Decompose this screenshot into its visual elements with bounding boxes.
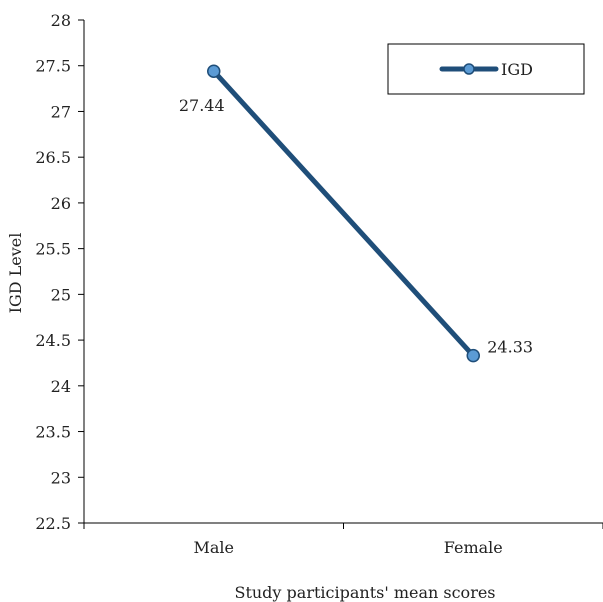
y-tick-label: 22.5: [35, 514, 71, 533]
y-tick-label: 25: [51, 285, 71, 304]
x-tick-label: Male: [193, 538, 234, 557]
series-layer: [207, 64, 480, 363]
y-tick-label: 27.5: [35, 57, 71, 76]
legend-marker-swatch: [463, 63, 475, 75]
x-tick-label: Female: [444, 538, 503, 557]
y-tick-label: 26.5: [35, 148, 71, 167]
data-labels: 27.44 24.33: [179, 96, 533, 356]
y-tick-label: 26: [51, 194, 71, 213]
y-axis-title: IGD Level: [6, 233, 25, 314]
data-label: 27.44: [179, 96, 225, 115]
data-point: [207, 64, 221, 78]
x-axis-title: Study participants' mean scores: [234, 583, 495, 602]
y-axis-ticks: [78, 19, 84, 524]
y-tick-label: 25.5: [35, 240, 71, 259]
data-point: [466, 348, 480, 363]
y-tick-label: 23.5: [35, 423, 71, 442]
legend-label-igd: IGD: [501, 60, 533, 79]
y-tick-label: 23: [51, 468, 71, 487]
y-tick-label: 27: [51, 102, 71, 121]
y-tick-label: 24: [51, 377, 71, 396]
legend: IGD: [387, 43, 585, 95]
y-tick-label: 28: [51, 11, 71, 30]
y-tick-label: 24.5: [35, 331, 71, 350]
x-axis-tick-labels: Male Female: [193, 538, 502, 557]
x-axis-ticks: [83, 523, 603, 529]
data-label: 24.33: [487, 338, 533, 357]
y-axis-tick-labels: 28 27.5 27 26.5 26 25.5 25 24.5 24 23.5 23 22.5: [35, 11, 71, 533]
series-line-igd: [211, 68, 476, 359]
